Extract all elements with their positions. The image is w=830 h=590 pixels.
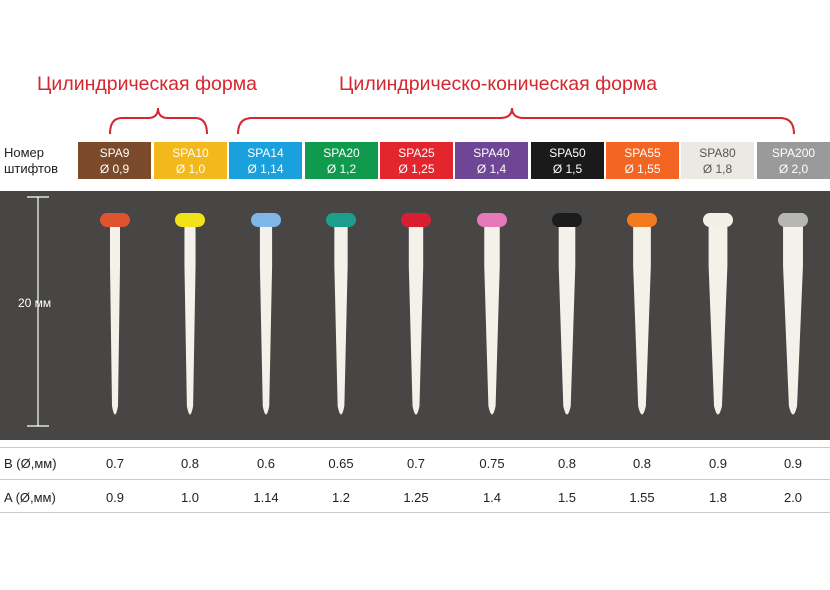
post-spa200: [778, 213, 808, 415]
post-spa80: [703, 213, 733, 415]
cell-b-spa25: 0.7: [406, 456, 426, 471]
brace-conical: [237, 107, 795, 135]
post-body: [783, 213, 803, 415]
cell-b-spa14: 0.6: [256, 456, 276, 471]
post-diameter-label: Ø 1,14: [247, 162, 284, 176]
post-code-label: SPA14: [247, 146, 284, 160]
post-code-spa50: SPA50 Ø 1,5: [531, 142, 604, 179]
post-spa14: [251, 213, 281, 415]
post-diameter-label: Ø 1,8: [702, 162, 733, 176]
post-ring: [477, 213, 507, 227]
cell-b-spa10: 0.8: [180, 456, 200, 471]
post-body: [110, 213, 120, 415]
post-code-spa9: SPA9 Ø 0,9: [78, 142, 151, 179]
cell-a-spa25: 1.25: [403, 490, 429, 505]
post-diameter-label: Ø 1,0: [175, 162, 206, 176]
post-spa50: [552, 213, 582, 415]
post-code-label: SPA80: [699, 146, 736, 160]
post-code-label: SPA40: [473, 146, 510, 160]
post-spa55: [627, 213, 657, 415]
post-code-label: SPA50: [549, 146, 586, 160]
post-code-spa80: SPA80 Ø 1,8: [681, 142, 754, 179]
post-diameter-label: Ø 1,5: [552, 162, 583, 176]
cell-a-spa80: 1.8: [708, 490, 728, 505]
post-diameter-label: Ø 0,9: [99, 162, 130, 176]
post-ring: [778, 213, 808, 227]
post-spa9: [100, 213, 130, 415]
post-diameter-label: Ø 1,25: [398, 162, 435, 176]
post-ring: [251, 213, 281, 227]
post-code-label: SPA10: [172, 146, 209, 160]
post-body: [334, 213, 348, 415]
cell-a-spa40: 1.4: [482, 490, 502, 505]
post-ring: [552, 213, 582, 227]
separator-bottom: [0, 512, 830, 513]
cell-a-spa20: 1.2: [331, 490, 351, 505]
cell-a-spa50: 1.5: [557, 490, 577, 505]
separator-top: [0, 447, 830, 448]
cell-b-spa20: 0.65: [328, 456, 354, 471]
cell-b-spa50: 0.8: [557, 456, 577, 471]
posts-photo-panel: 20 мм: [0, 191, 830, 440]
header-label: Номер штифтов: [4, 145, 58, 177]
post-ring: [703, 213, 733, 227]
post-ring: [326, 213, 356, 227]
cell-b-spa55: 0.8: [632, 456, 652, 471]
cell-b-spa9: 0.7: [105, 456, 125, 471]
post-body: [408, 213, 424, 415]
post-diameter-label: Ø 2,0: [778, 162, 809, 176]
post-body: [259, 213, 273, 415]
cell-a-spa10: 1.0: [180, 490, 200, 505]
post-code-spa25: SPA25 Ø 1,25: [380, 142, 453, 179]
post-spa25: [401, 213, 431, 415]
post-ring: [401, 213, 431, 227]
cell-b-spa80: 0.9: [708, 456, 728, 471]
row-b-label: B (Ø,мм): [4, 456, 57, 471]
post-ring: [627, 213, 657, 227]
dimension-label: 20 мм: [18, 296, 52, 310]
cell-a-spa55: 1.55: [629, 490, 655, 505]
group-braces: [109, 107, 795, 135]
post-code-spa40: SPA40 Ø 1,4: [455, 142, 528, 179]
brace-cylindrical: [109, 107, 208, 135]
post-spa40: [477, 213, 507, 415]
header-label-line1: Номер: [4, 145, 45, 160]
post-code-spa20: SPA20 Ø 1,2: [305, 142, 378, 179]
header-label-line2: штифтов: [4, 161, 58, 176]
post-body: [484, 213, 500, 415]
post-spa10: [175, 213, 205, 415]
posts-illustration: [27, 196, 808, 427]
post-code-spa55: SPA55 Ø 1,55: [606, 142, 679, 179]
post-code-label: SPA55: [624, 146, 661, 160]
post-code-label: SPA25: [398, 146, 435, 160]
post-body: [558, 213, 576, 415]
cell-a-spa200: 2.0: [783, 490, 803, 505]
post-code-spa14: SPA14 Ø 1,14: [229, 142, 302, 179]
post-body: [184, 213, 196, 415]
cell-b-spa40: 0.75: [479, 456, 505, 471]
post-code-spa200: SPA200 Ø 2,0: [757, 142, 830, 179]
post-body: [633, 213, 651, 415]
post-diameter-label: Ø 1,4: [476, 162, 507, 176]
post-diameter-label: Ø 1,55: [624, 162, 661, 176]
group-label-cylindrical: Цилиндрическая форма: [37, 73, 257, 95]
post-diameter-label: Ø 1,2: [326, 162, 357, 176]
post-body: [708, 213, 728, 415]
post-code-spa10: SPA10 Ø 1,0: [154, 142, 227, 179]
post-ring: [175, 213, 205, 227]
group-label-conical: Цилиндрическо-коническая форма: [339, 73, 658, 95]
dimension-bracket: [27, 196, 49, 427]
post-ring: [100, 213, 130, 227]
cell-a-spa9: 0.9: [105, 490, 125, 505]
cell-a-spa14: 1.14: [253, 490, 279, 505]
row-a-label: A (Ø,мм): [4, 490, 56, 505]
cell-b-spa200: 0.9: [783, 456, 803, 471]
post-code-label: SPA200: [771, 146, 816, 160]
post-code-label: SPA9: [99, 146, 130, 160]
post-spa20: [326, 213, 356, 415]
post-code-label: SPA20: [323, 146, 360, 160]
separator-mid: [0, 479, 830, 480]
